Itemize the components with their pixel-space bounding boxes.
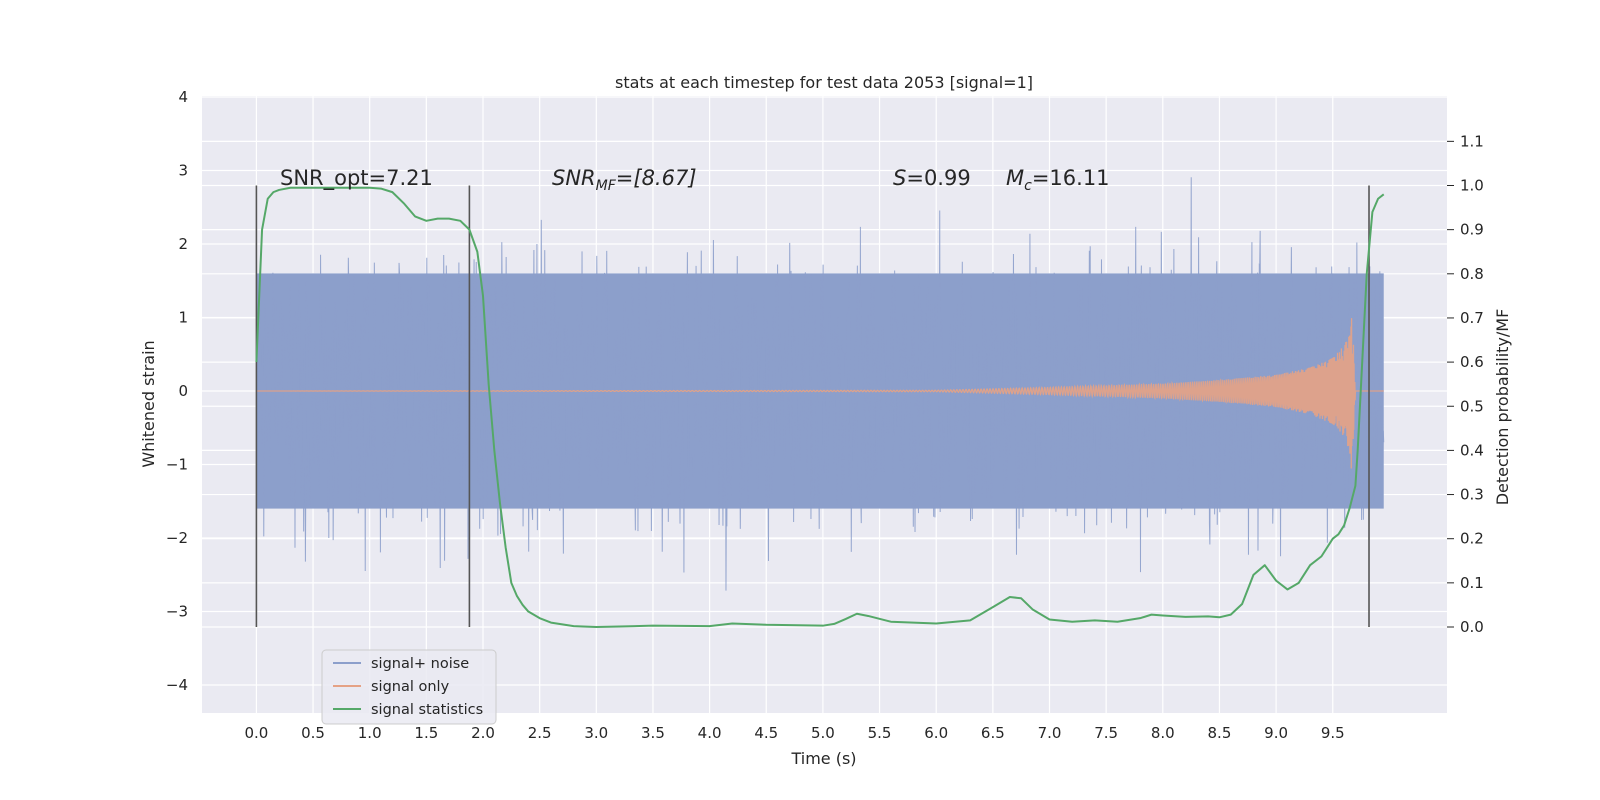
x-tick-label: 1.0 — [358, 724, 382, 742]
y-tick-label: 3 — [178, 162, 188, 180]
y2-tick-label: 0.2 — [1460, 530, 1484, 548]
x-tick-label: 5.5 — [868, 724, 892, 742]
snr-mf-main: SNR — [552, 166, 596, 190]
x-tick-label: 0.5 — [301, 724, 325, 742]
y-tick-label: −3 — [166, 603, 188, 621]
x-tick-labels: 0.0 0.5 1.0 1.5 2.0 2.5 3.0 3.5 4.0 4.5 5.0 5.5 6.0 6… — [244, 724, 1344, 742]
x-tick-label: 6.5 — [981, 724, 1005, 742]
x-tick-label: 0.0 — [244, 724, 268, 742]
y-tick-label: −4 — [166, 676, 188, 694]
y-axis-label: Whitened strain — [139, 340, 158, 467]
snr-mf-sub: MF — [596, 178, 617, 194]
y2-tick-labels: 1.1 1.0 0.9 0.8 0.7 0.6 0.5 0.4 0.3 0.2 0.1 0.0 — [1447, 132, 1484, 636]
x-tick-label: 7.0 — [1038, 724, 1062, 742]
legend-label-signal-statistics: signal statistics — [371, 702, 483, 718]
annotation-snr-mf: SNRMF=[8.67] — [552, 166, 697, 194]
y2-tick-label: 0.9 — [1460, 221, 1484, 239]
s-value: =0.99 — [906, 166, 970, 190]
x-tick-label: 6.0 — [924, 724, 948, 742]
x-tick-label: 5.0 — [811, 724, 835, 742]
annotation-mc: Mc=16.11 — [1006, 166, 1110, 194]
x-tick-label: 8.5 — [1208, 724, 1232, 742]
mc-sub: c — [1024, 178, 1032, 194]
signal-only-line — [256, 318, 1384, 469]
mc-value: =16.11 — [1032, 166, 1110, 190]
annotation-s: S=0.99 — [893, 166, 971, 190]
x-tick-label: 4.5 — [754, 724, 778, 742]
x-tick-label: 9.5 — [1321, 724, 1345, 742]
x-tick-label: 7.5 — [1094, 724, 1118, 742]
mc-main: M — [1006, 166, 1024, 190]
legend-label-signal-only: signal only — [371, 679, 450, 695]
y-tick-label: −2 — [166, 529, 188, 547]
signal-statistics-line — [255, 186, 1385, 628]
y-tick-label: 4 — [178, 88, 188, 106]
y-tick-label: −1 — [166, 456, 188, 474]
y2-tick-label: 0.3 — [1460, 486, 1484, 504]
chart-title: stats at each timestep for test data 205… — [615, 73, 1033, 92]
legend-box — [321, 649, 497, 725]
snr-mf-value: =[8.67] — [616, 166, 697, 190]
annotation-snr-opt: SNR_opt=7.21 — [280, 166, 433, 191]
y2-tick-label: 1.0 — [1460, 177, 1484, 195]
x-axis-label: Time (s) — [790, 749, 856, 768]
y2-tick-label: 0.1 — [1460, 574, 1484, 592]
x-tick-label: 4.0 — [698, 724, 722, 742]
signal-plus-noise-line — [255, 177, 1385, 591]
legend-label-signal-plus-noise: signal+ noise — [371, 656, 469, 672]
x-tick-label: 8.0 — [1151, 724, 1175, 742]
s-main: S — [893, 166, 906, 190]
x-tick-label: 1.5 — [414, 724, 438, 742]
x-tick-label: 9.0 — [1264, 724, 1288, 742]
y-tick-label: 0 — [178, 382, 188, 400]
series-signal-only — [256, 318, 1384, 469]
legend: signal+ noise signal only signal statist… — [321, 649, 497, 725]
y2-tick-label: 0.8 — [1460, 265, 1484, 283]
x-tick-label: 3.0 — [584, 724, 608, 742]
y2-tick-label: 0.5 — [1460, 397, 1484, 415]
y2-tick-label: 0.7 — [1460, 309, 1484, 327]
x-tick-label: 2.5 — [528, 724, 552, 742]
series-signal-statistics — [255, 186, 1385, 628]
y2-tick-label: 1.1 — [1460, 132, 1484, 150]
x-tick-label: 2.0 — [471, 724, 495, 742]
y2-axis-label: Detection probability/MF — [1493, 309, 1512, 506]
y2-tick-label: 0.4 — [1460, 441, 1484, 459]
y2-tick-label: 0.6 — [1460, 353, 1484, 371]
y-tick-label: 2 — [178, 235, 188, 253]
x-tick-label: 3.5 — [641, 724, 665, 742]
y2-tick-label: 0.0 — [1460, 618, 1484, 636]
y-tick-labels: 4 3 2 1 0 −1 −2 −3 −4 — [166, 88, 188, 694]
y-tick-label: 1 — [178, 309, 188, 327]
